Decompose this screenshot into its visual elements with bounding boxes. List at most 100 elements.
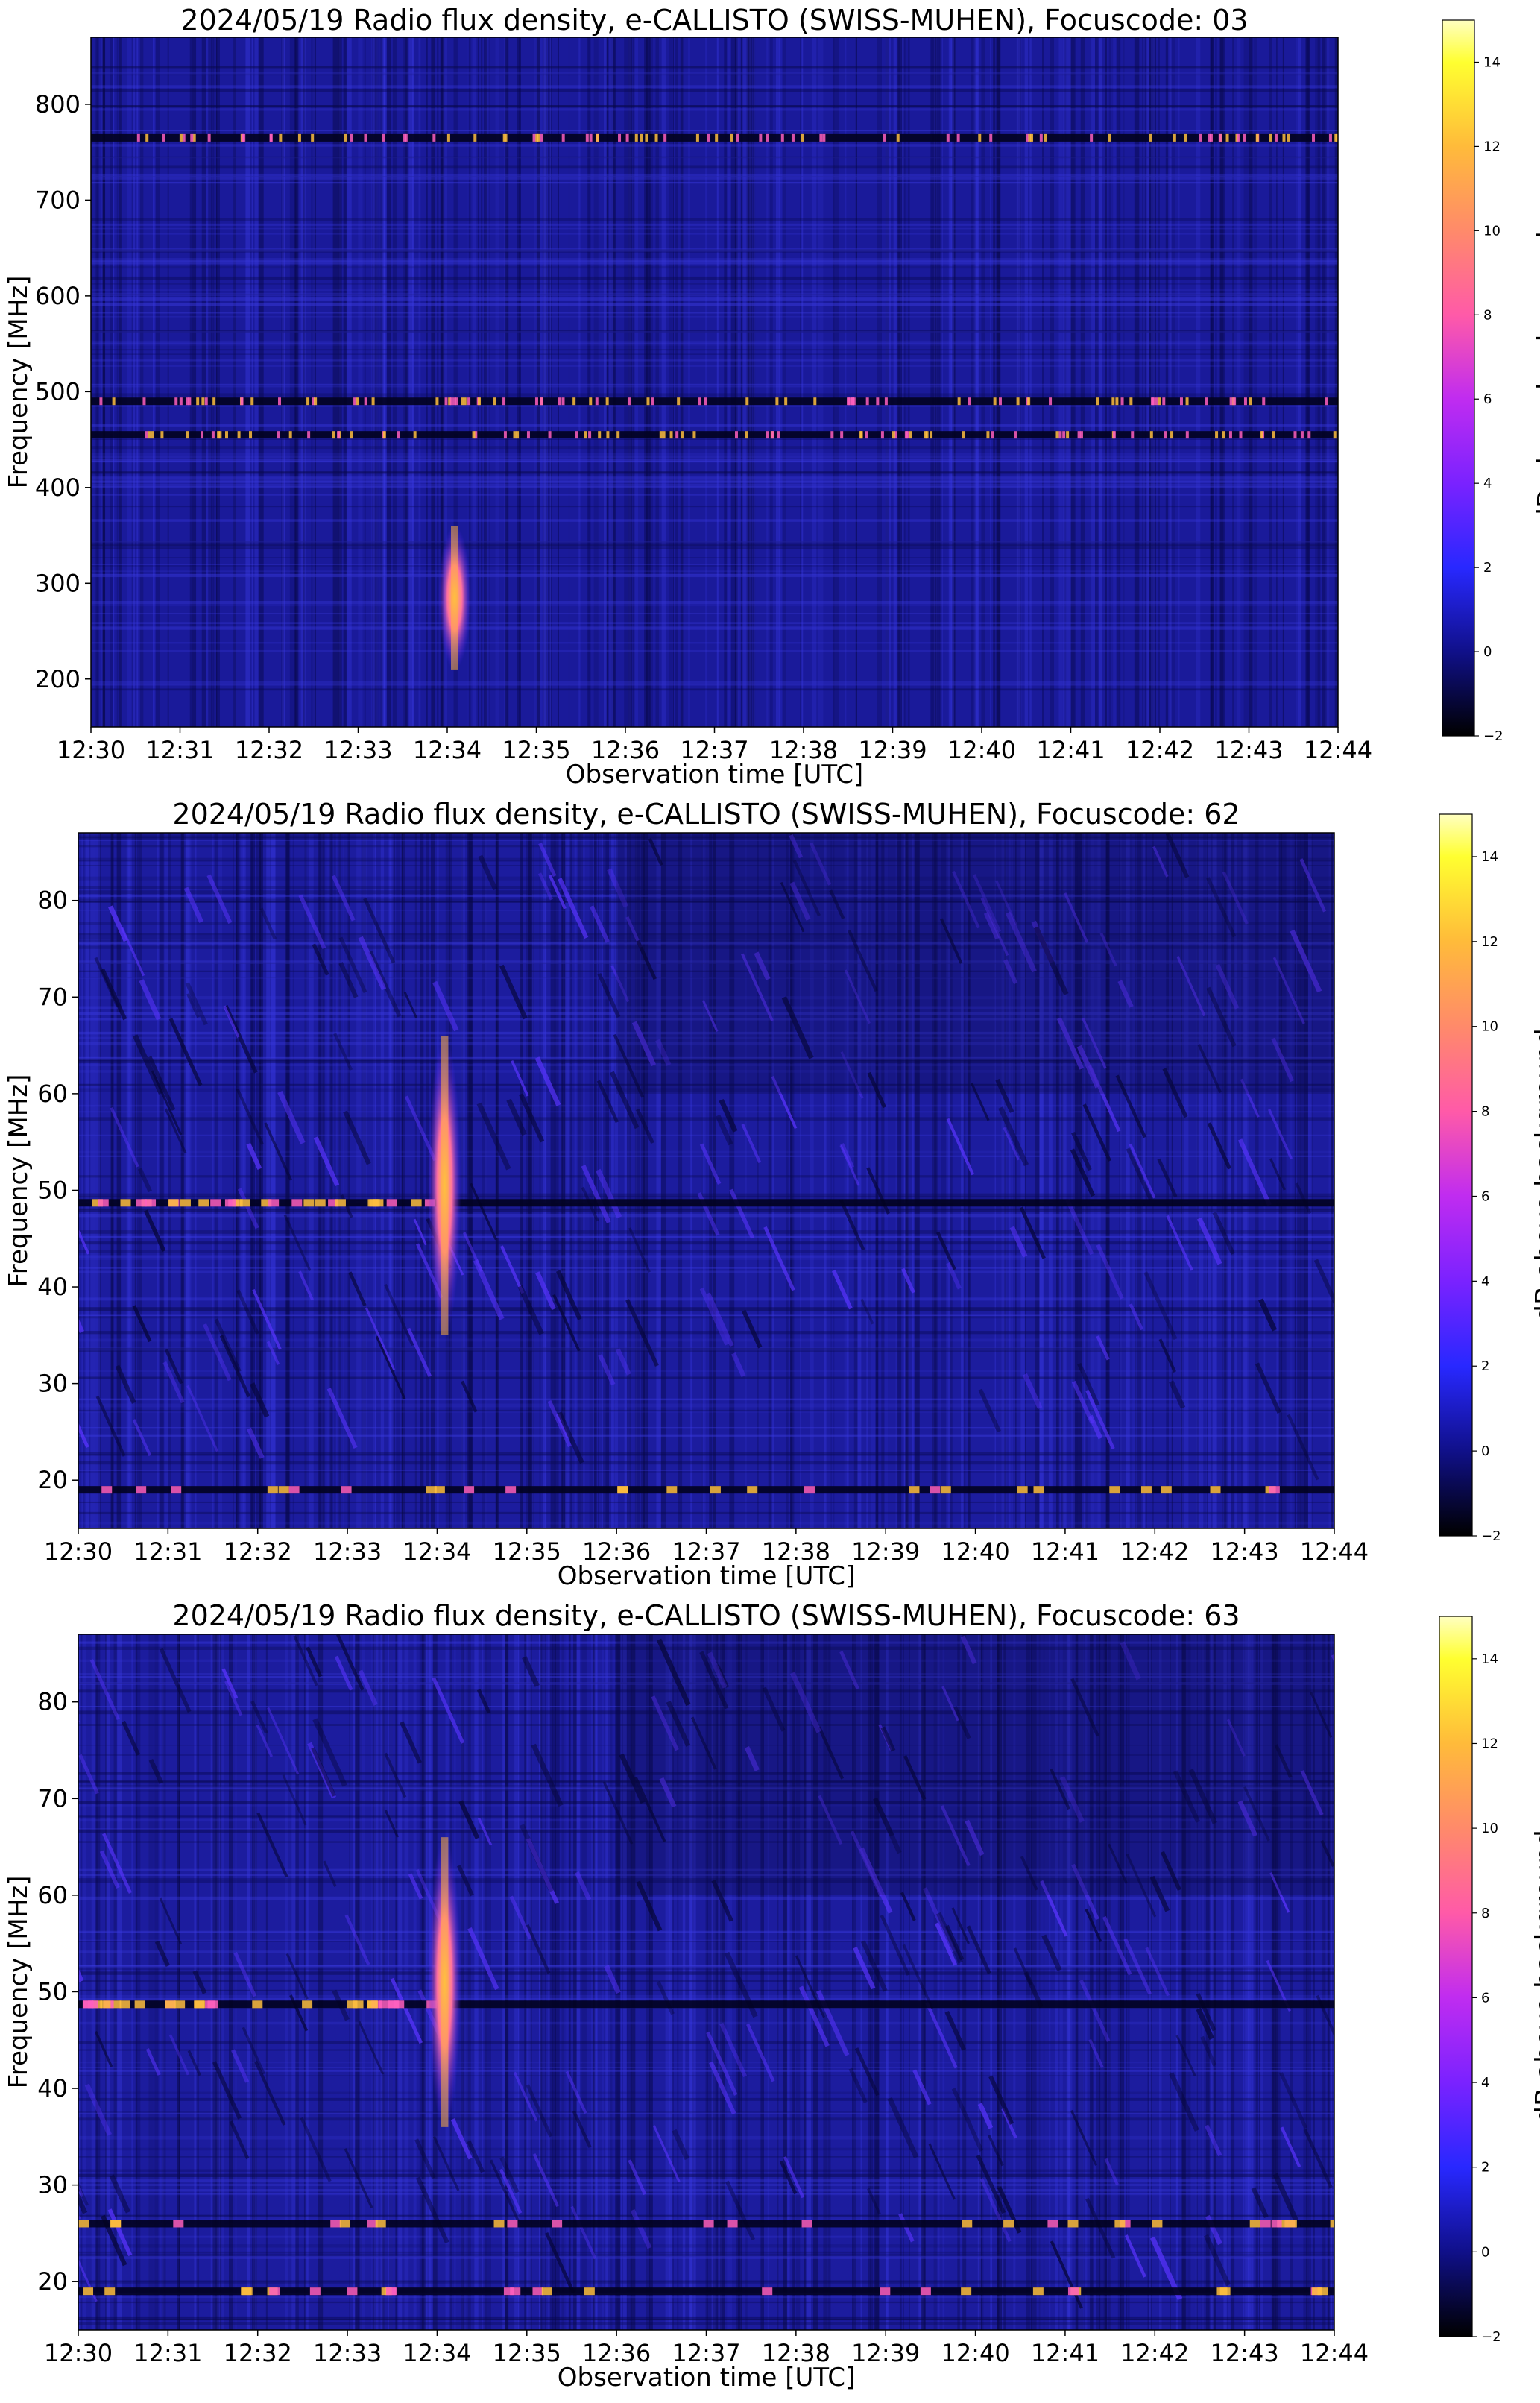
y-tick-label: 30 bbox=[37, 1370, 68, 1398]
spectrogram-svg: 2024/05/19 Radio flux density, e-CALLIST… bbox=[4, 798, 1540, 1591]
x-tick-label: 12:39 bbox=[851, 1537, 920, 1566]
x-tick-label: 12:43 bbox=[1211, 1537, 1279, 1566]
x-tick-label: 12:37 bbox=[672, 1537, 740, 1566]
x-tick-label: 12:35 bbox=[493, 1537, 561, 1566]
colorbar-tick-label: 14 bbox=[1483, 54, 1500, 70]
spectrogram-svg: 2024/05/19 Radio flux density, e-CALLIST… bbox=[4, 4, 1540, 790]
x-tick-label: 12:36 bbox=[582, 1537, 651, 1566]
chart-title: 2024/05/19 Radio flux density, e-CALLIST… bbox=[172, 1599, 1240, 1632]
x-tick-label: 12:31 bbox=[133, 1537, 202, 1566]
colorbar-tick-label: 6 bbox=[1483, 391, 1492, 407]
y-axis-label: Frequency [MHz] bbox=[4, 1074, 34, 1288]
colorbar-tick-label: 10 bbox=[1483, 223, 1500, 239]
y-tick-label: 80 bbox=[37, 1688, 68, 1716]
x-axis-label: Observation time [UTC] bbox=[558, 1561, 855, 1591]
x-tick-label: 12:35 bbox=[502, 736, 570, 764]
colorbar-tick-label: −2 bbox=[1483, 728, 1503, 744]
colorbar-label: dB above background bbox=[1530, 1830, 1540, 2123]
colorbar-tick-label: 4 bbox=[1481, 1273, 1489, 1289]
x-tick-label: 12:33 bbox=[313, 1537, 382, 1566]
colorbar-tick-label: 8 bbox=[1481, 1906, 1489, 1921]
x-tick-label: 12:34 bbox=[403, 2339, 471, 2367]
colorbar-tick-label: 6 bbox=[1481, 1188, 1489, 1204]
y-tick-label: 400 bbox=[35, 473, 81, 502]
colorbar-label: dB above background bbox=[1530, 1028, 1540, 1322]
x-tick-label: 12:33 bbox=[313, 2339, 382, 2367]
y-tick-label: 500 bbox=[35, 377, 81, 406]
colorbar bbox=[1442, 19, 1475, 737]
colorbar-tick-label: 4 bbox=[1481, 2075, 1489, 2091]
x-tick-label: 12:42 bbox=[1120, 1537, 1189, 1566]
x-tick-label: 12:37 bbox=[680, 736, 748, 764]
x-tick-label: 12:38 bbox=[769, 736, 838, 764]
y-tick-label: 800 bbox=[35, 90, 81, 119]
x-tick-label: 12:32 bbox=[224, 2339, 292, 2367]
x-axis-label: Observation time [UTC] bbox=[558, 2363, 855, 2393]
spectrogram-panel-2: 2024/05/19 Radio flux density, e-CALLIST… bbox=[0, 798, 1540, 1602]
x-tick-label: 12:42 bbox=[1126, 736, 1194, 764]
colorbar-tick-label: 14 bbox=[1481, 1651, 1498, 1667]
heatmap-area bbox=[78, 833, 1334, 1528]
x-tick-label: 12:34 bbox=[413, 736, 482, 764]
colorbar-tick-label: 14 bbox=[1481, 849, 1498, 865]
colorbar-label: dB above background bbox=[1533, 231, 1540, 525]
colorbar-tick-label: 10 bbox=[1481, 1821, 1498, 1836]
y-tick-label: 700 bbox=[35, 186, 81, 214]
x-tick-label: 12:32 bbox=[235, 736, 303, 764]
chart-title: 2024/05/19 Radio flux density, e-CALLIST… bbox=[180, 4, 1248, 37]
x-tick-label: 12:30 bbox=[44, 2339, 113, 2367]
colorbar bbox=[1439, 1616, 1473, 2337]
x-tick-label: 12:40 bbox=[941, 2339, 1009, 2367]
colorbar-tick-label: 2 bbox=[1481, 2160, 1489, 2176]
x-tick-label: 12:32 bbox=[224, 1537, 292, 1566]
y-tick-label: 200 bbox=[35, 665, 81, 693]
spectrogram-panel-3: 2024/05/19 Radio flux density, e-CALLIST… bbox=[0, 1599, 1540, 2403]
colorbar-tick-label: 0 bbox=[1481, 1443, 1489, 1459]
chart-title: 2024/05/19 Radio flux density, e-CALLIST… bbox=[172, 798, 1240, 831]
colorbar-tick-label: 0 bbox=[1481, 2244, 1489, 2260]
colorbar-tick-label: 8 bbox=[1483, 307, 1492, 323]
x-tick-label: 12:41 bbox=[1031, 2339, 1099, 2367]
colorbar-tick-label: 12 bbox=[1483, 139, 1500, 154]
y-tick-label: 40 bbox=[37, 2074, 68, 2103]
colorbar-tick-label: 0 bbox=[1483, 644, 1492, 660]
x-tick-label: 12:40 bbox=[947, 736, 1016, 764]
colorbar-tick-label: 12 bbox=[1481, 934, 1498, 950]
spectrogram-svg: 2024/05/19 Radio flux density, e-CALLIST… bbox=[4, 1599, 1540, 2393]
x-tick-label: 12:41 bbox=[1036, 736, 1105, 764]
x-axis-label: Observation time [UTC] bbox=[566, 760, 863, 790]
y-tick-label: 70 bbox=[37, 983, 68, 1011]
y-tick-label: 600 bbox=[35, 282, 81, 310]
x-tick-label: 12:33 bbox=[324, 736, 392, 764]
x-tick-label: 12:37 bbox=[672, 2339, 740, 2367]
x-tick-label: 12:42 bbox=[1120, 2339, 1189, 2367]
x-tick-label: 12:35 bbox=[493, 2339, 561, 2367]
y-tick-label: 80 bbox=[37, 886, 68, 915]
x-tick-label: 12:39 bbox=[851, 2339, 920, 2367]
colorbar-tick-label: 12 bbox=[1481, 1736, 1498, 1751]
colorbar-tick-label: 6 bbox=[1481, 1990, 1489, 2006]
y-axis-label: Frequency [MHz] bbox=[4, 1876, 34, 2089]
x-tick-label: 12:36 bbox=[591, 736, 660, 764]
x-tick-label: 12:30 bbox=[44, 1537, 113, 1566]
x-tick-label: 12:39 bbox=[858, 736, 927, 764]
x-tick-label: 12:41 bbox=[1031, 1537, 1099, 1566]
x-tick-label: 12:31 bbox=[133, 2339, 202, 2367]
x-tick-label: 12:44 bbox=[1300, 1537, 1369, 1566]
y-tick-label: 60 bbox=[37, 1080, 68, 1108]
y-tick-label: 70 bbox=[37, 1784, 68, 1813]
x-tick-label: 12:43 bbox=[1214, 736, 1283, 764]
colorbar-tick-label: 2 bbox=[1481, 1358, 1489, 1374]
x-tick-label: 12:34 bbox=[403, 1537, 471, 1566]
heatmap-area bbox=[78, 1634, 1334, 2330]
x-tick-label: 12:43 bbox=[1211, 2339, 1279, 2367]
x-tick-label: 12:36 bbox=[582, 2339, 651, 2367]
colorbar-tick-label: 4 bbox=[1483, 476, 1492, 491]
x-tick-label: 12:40 bbox=[941, 1537, 1009, 1566]
y-tick-label: 300 bbox=[35, 569, 81, 597]
x-tick-label: 12:38 bbox=[762, 1537, 830, 1566]
colorbar bbox=[1439, 813, 1473, 1537]
y-tick-label: 40 bbox=[37, 1273, 68, 1301]
y-tick-label: 60 bbox=[37, 1881, 68, 1909]
colorbar-tick-label: −2 bbox=[1481, 2329, 1501, 2345]
